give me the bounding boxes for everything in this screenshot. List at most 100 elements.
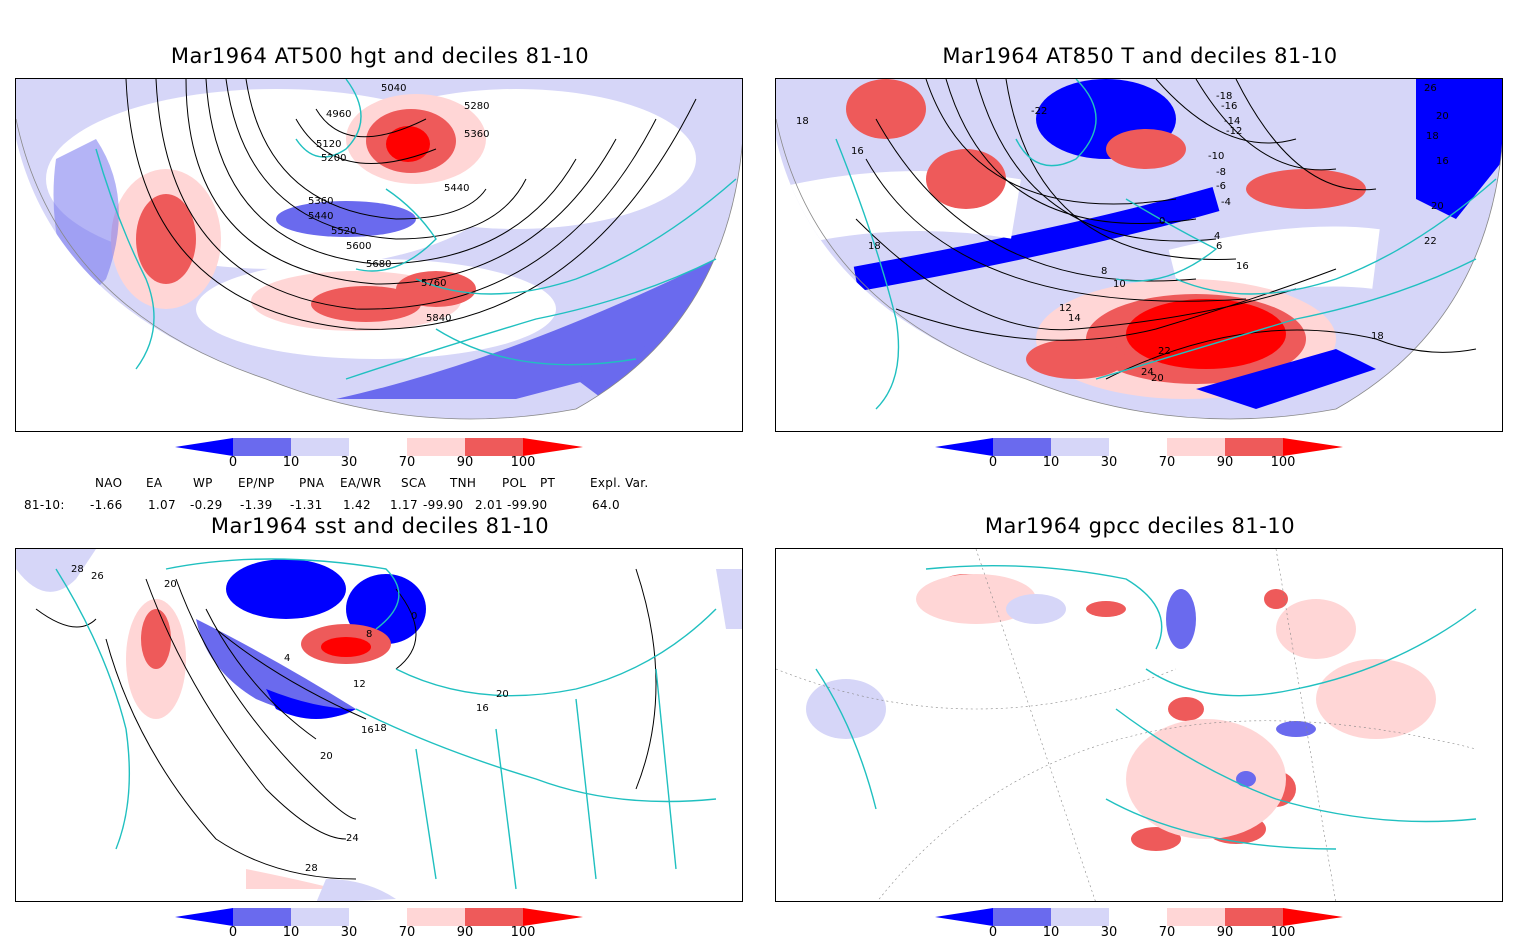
contour-label: 5600: [346, 241, 371, 252]
contour-label: -4: [1221, 197, 1231, 208]
index-value: 1.07: [148, 498, 176, 512]
index-header: TNH: [450, 476, 477, 490]
contour-label: 14: [1068, 313, 1081, 324]
colorbar-tick: 10: [282, 925, 300, 940]
contour-label: -14: [1224, 116, 1240, 127]
contour-label: 20: [164, 579, 177, 590]
map-panel-gpcc: [775, 548, 1503, 902]
map-t850: 18 16 18 -22 -18-16 -14-12 -10 -8 -6 -4 0 46 8 10 1214…: [776, 79, 1502, 420]
contour-label: 18: [374, 723, 387, 734]
colorbar: 0 10 30 70 90 100: [175, 438, 595, 478]
contour-label: 6: [1216, 241, 1222, 252]
colorbar-swatches: [175, 438, 583, 456]
colorbar-tick: 70: [398, 925, 416, 940]
contour-label: 22: [1158, 346, 1171, 357]
contour-label: -22: [1031, 106, 1047, 117]
contour-label: 18: [796, 116, 809, 127]
colorbar-swatches: [935, 438, 1343, 456]
colorbar-tick: 100: [1270, 455, 1296, 470]
contour-label: 20: [1436, 111, 1449, 122]
contour-label: 4: [284, 653, 290, 664]
index-value: -1.39: [240, 498, 273, 512]
contour-label: 16: [476, 703, 489, 714]
colorbar: 0 10 30 70 90 100: [935, 438, 1355, 478]
index-value: -99.90: [423, 498, 464, 512]
contour-label: 5760: [421, 278, 446, 289]
index-header: NAO: [95, 476, 123, 490]
contour-label: 5280: [464, 101, 489, 112]
colorbar-tick: 70: [398, 455, 416, 470]
colorbar-tick: 30: [1100, 455, 1118, 470]
contour-label: 24: [346, 833, 359, 844]
contour-label: 10: [1113, 279, 1126, 290]
colorbar-swatches: [175, 908, 583, 926]
contour-label: -16: [1221, 101, 1237, 112]
colorbar-tick: 0: [988, 925, 998, 940]
contour-label: 26: [91, 571, 104, 582]
contour-label: 5360: [308, 196, 333, 207]
index-value: -99.90: [507, 498, 548, 512]
index-header: PT: [540, 476, 556, 490]
colorbar-tick: 0: [228, 925, 238, 940]
colorbar-tick: 70: [1158, 925, 1176, 940]
index-header: WP: [193, 476, 213, 490]
contour-label: 5840: [426, 313, 451, 324]
colorbar-tick: 30: [1100, 925, 1118, 940]
contour-label: 20: [320, 751, 333, 762]
colorbar-tick: 70: [1158, 455, 1176, 470]
colorbar-tick: 90: [1216, 455, 1234, 470]
contour-label: 0: [1159, 216, 1165, 227]
contour-label: -12: [1226, 126, 1242, 137]
colorbar-tick: 30: [340, 925, 358, 940]
map-panel-hgt500: 5040 4960 5120 5200 5280 5360 5440 5360 5440 5520…: [15, 78, 743, 432]
index-header: SCA: [401, 476, 427, 490]
contour-label: 5040: [381, 83, 406, 94]
contour-label: -10: [1208, 151, 1224, 162]
index-value: 1.42: [343, 498, 371, 512]
colorbar-tick: 10: [1042, 925, 1060, 940]
colorbar-swatches: [935, 908, 1343, 926]
contour-label: 12: [353, 679, 366, 690]
index-header: Expl. Var.: [590, 476, 649, 490]
contour-label: 5200: [321, 153, 346, 164]
contour-label: 28: [71, 564, 84, 575]
contour-label: 0: [411, 611, 417, 622]
contour-label: 5680: [366, 259, 391, 270]
contour-label: 5120: [316, 139, 341, 150]
panel-title: Mar1964 sst and deciles 81-10: [210, 514, 550, 538]
map-panel-sst: 28 26 20 4 8 0 12 18 16 20 24 28 16 20: [15, 548, 743, 902]
contour-label: 5520: [331, 226, 356, 237]
map-hgt500: 5040 4960 5120 5200 5280 5360 5440 5360 5440 5520…: [16, 79, 742, 420]
colorbar-tick: 30: [340, 455, 358, 470]
contour-label: 18: [1371, 331, 1384, 342]
colorbar-tick: 90: [1216, 925, 1234, 940]
colorbar: 0 10 30 70 90 100: [175, 908, 595, 948]
index-value: -0.29: [190, 498, 223, 512]
contour-label: 20: [1151, 373, 1164, 384]
contour-label: 4960: [326, 109, 351, 120]
colorbar-tick: 90: [456, 925, 474, 940]
colorbar: 0 10 30 70 90 100: [935, 908, 1355, 948]
index-value: -1.31: [290, 498, 323, 512]
index-header: POL: [502, 476, 527, 490]
contour-label: 16: [1436, 156, 1449, 167]
panel-title: Mar1964 AT500 hgt and deciles 81-10: [170, 44, 590, 68]
index-header: EP/NP: [238, 476, 275, 490]
index-row-label: 81-10:: [24, 498, 65, 512]
contour-label: 16: [361, 725, 374, 736]
index-value: 2.01: [475, 498, 503, 512]
contour-label: 20: [496, 689, 509, 700]
contour-label: 28: [305, 863, 318, 874]
index-value: 64.0: [592, 498, 620, 512]
contour-label: 26: [1424, 83, 1437, 94]
colorbar-tick: 90: [456, 455, 474, 470]
panel-title: Mar1964 gpcc deciles 81-10: [984, 514, 1296, 538]
colorbar-tick: 0: [988, 455, 998, 470]
contour-label: 4: [1214, 231, 1220, 242]
colorbar-tick: 0: [228, 455, 238, 470]
colorbar-tick: 100: [510, 455, 536, 470]
contour-label: 18: [868, 241, 881, 252]
colorbar-tick: 100: [1270, 925, 1296, 940]
contour-label: 8: [366, 629, 372, 640]
